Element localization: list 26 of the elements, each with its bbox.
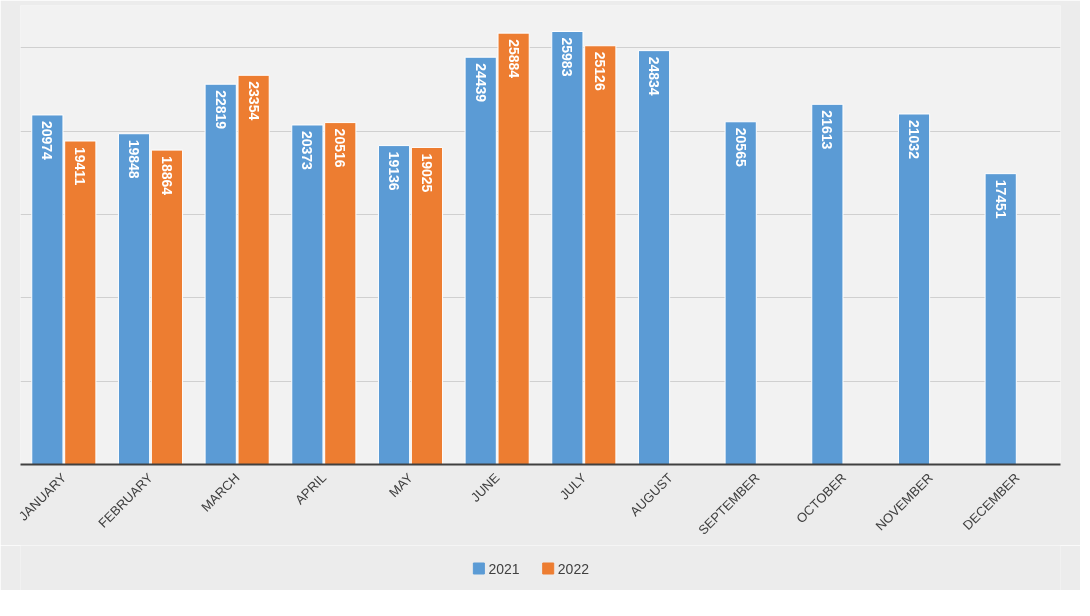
- legend-label: 2022: [557, 560, 590, 577]
- legend-label: 2021: [488, 560, 520, 577]
- bar: [897, 113, 931, 465]
- data-label: 19136: [386, 151, 403, 191]
- data-label: 20974: [39, 120, 56, 161]
- data-label: 25884: [505, 39, 522, 79]
- data-label: 23354: [245, 81, 262, 121]
- data-label: 25126: [592, 51, 609, 91]
- data-label: 21032: [906, 119, 923, 160]
- data-label: 20516: [332, 128, 349, 168]
- data-label: 20565: [732, 127, 749, 167]
- data-label: 20373: [299, 130, 316, 171]
- bar: [984, 173, 1017, 465]
- data-label: 25983: [559, 37, 576, 77]
- data-label: 19025: [418, 153, 435, 193]
- bar: [637, 50, 671, 465]
- data-label: 24834: [646, 56, 663, 96]
- data-label: 19411: [72, 147, 89, 186]
- bar: [811, 103, 844, 465]
- bar: [724, 121, 757, 465]
- data-label: 17451: [992, 179, 1009, 219]
- data-label: 24439: [472, 63, 489, 103]
- data-label: 18864: [158, 156, 175, 196]
- data-label: 19848: [126, 139, 143, 179]
- data-label: 21613: [819, 110, 836, 150]
- data-label: 22819: [212, 90, 229, 130]
